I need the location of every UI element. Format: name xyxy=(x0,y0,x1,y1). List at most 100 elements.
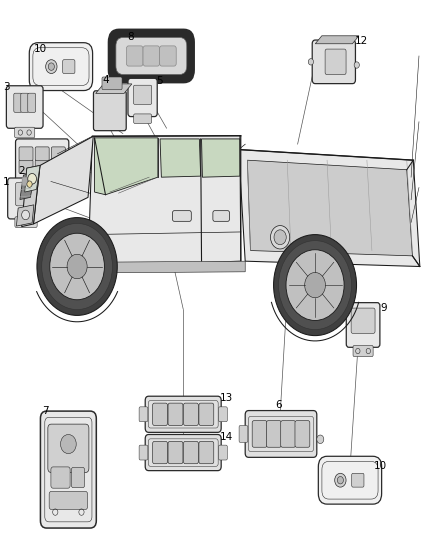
FancyBboxPatch shape xyxy=(351,308,375,333)
FancyBboxPatch shape xyxy=(93,91,126,131)
Circle shape xyxy=(42,223,113,310)
FancyBboxPatch shape xyxy=(199,403,214,425)
Text: 4: 4 xyxy=(102,75,109,85)
Polygon shape xyxy=(201,139,240,177)
FancyBboxPatch shape xyxy=(15,183,41,206)
Text: 12: 12 xyxy=(354,36,367,46)
FancyBboxPatch shape xyxy=(139,407,148,422)
Circle shape xyxy=(60,434,76,454)
FancyBboxPatch shape xyxy=(252,421,267,447)
FancyBboxPatch shape xyxy=(71,467,85,488)
FancyBboxPatch shape xyxy=(159,46,176,66)
FancyBboxPatch shape xyxy=(7,86,43,128)
Circle shape xyxy=(274,235,357,336)
FancyBboxPatch shape xyxy=(134,85,152,104)
FancyBboxPatch shape xyxy=(15,217,37,228)
Polygon shape xyxy=(239,150,420,266)
FancyBboxPatch shape xyxy=(19,147,33,161)
Circle shape xyxy=(28,173,36,184)
FancyBboxPatch shape xyxy=(184,441,198,464)
Polygon shape xyxy=(33,136,93,224)
Circle shape xyxy=(354,62,359,68)
FancyBboxPatch shape xyxy=(109,29,194,83)
Polygon shape xyxy=(95,84,132,93)
FancyBboxPatch shape xyxy=(152,403,167,425)
Circle shape xyxy=(286,250,344,320)
FancyBboxPatch shape xyxy=(312,40,356,84)
Circle shape xyxy=(50,233,104,300)
Text: 10: 10 xyxy=(374,461,387,471)
Circle shape xyxy=(317,435,324,443)
Circle shape xyxy=(337,477,343,484)
FancyBboxPatch shape xyxy=(128,78,157,117)
Circle shape xyxy=(37,217,117,316)
Text: 9: 9 xyxy=(381,303,387,313)
FancyBboxPatch shape xyxy=(145,434,221,471)
FancyBboxPatch shape xyxy=(295,421,310,447)
Circle shape xyxy=(335,473,346,487)
Polygon shape xyxy=(88,136,241,266)
FancyBboxPatch shape xyxy=(168,441,183,464)
FancyBboxPatch shape xyxy=(21,93,28,112)
Circle shape xyxy=(308,59,314,65)
FancyBboxPatch shape xyxy=(40,411,96,528)
FancyBboxPatch shape xyxy=(352,473,364,487)
FancyBboxPatch shape xyxy=(168,403,183,425)
FancyBboxPatch shape xyxy=(152,441,167,464)
Circle shape xyxy=(21,210,29,220)
FancyBboxPatch shape xyxy=(102,77,122,90)
Polygon shape xyxy=(16,205,34,226)
Text: 8: 8 xyxy=(127,32,134,42)
FancyBboxPatch shape xyxy=(184,403,198,425)
FancyBboxPatch shape xyxy=(8,178,44,219)
FancyBboxPatch shape xyxy=(134,114,152,124)
Polygon shape xyxy=(247,160,413,256)
Polygon shape xyxy=(95,138,158,195)
Circle shape xyxy=(274,230,286,245)
FancyBboxPatch shape xyxy=(245,410,317,457)
FancyBboxPatch shape xyxy=(29,43,92,91)
Text: 10: 10 xyxy=(34,44,47,54)
Polygon shape xyxy=(315,36,359,44)
FancyBboxPatch shape xyxy=(143,46,159,66)
FancyBboxPatch shape xyxy=(281,421,296,447)
FancyBboxPatch shape xyxy=(325,49,346,75)
FancyBboxPatch shape xyxy=(346,303,380,348)
FancyBboxPatch shape xyxy=(127,46,143,66)
FancyBboxPatch shape xyxy=(219,445,227,460)
FancyBboxPatch shape xyxy=(48,424,89,472)
Circle shape xyxy=(67,254,87,279)
Polygon shape xyxy=(160,139,201,177)
FancyBboxPatch shape xyxy=(14,93,21,112)
Polygon shape xyxy=(25,165,40,192)
FancyBboxPatch shape xyxy=(139,445,148,460)
Circle shape xyxy=(305,272,325,298)
FancyBboxPatch shape xyxy=(266,421,281,447)
Text: 7: 7 xyxy=(42,407,49,416)
Polygon shape xyxy=(88,261,245,273)
Text: 14: 14 xyxy=(220,432,233,442)
FancyBboxPatch shape xyxy=(19,160,33,173)
FancyBboxPatch shape xyxy=(116,37,187,75)
Text: 6: 6 xyxy=(275,400,282,410)
Text: 1: 1 xyxy=(3,177,9,187)
FancyBboxPatch shape xyxy=(35,147,49,161)
Polygon shape xyxy=(20,173,35,199)
Circle shape xyxy=(48,63,54,70)
Polygon shape xyxy=(21,165,40,227)
FancyBboxPatch shape xyxy=(22,177,32,185)
FancyBboxPatch shape xyxy=(63,60,75,74)
FancyBboxPatch shape xyxy=(51,467,70,488)
FancyBboxPatch shape xyxy=(353,345,373,357)
FancyBboxPatch shape xyxy=(219,407,227,422)
FancyBboxPatch shape xyxy=(239,425,248,442)
FancyBboxPatch shape xyxy=(199,441,214,464)
Text: 13: 13 xyxy=(220,393,233,403)
Text: 2: 2 xyxy=(18,166,25,176)
FancyBboxPatch shape xyxy=(28,93,35,112)
Circle shape xyxy=(279,241,352,329)
FancyBboxPatch shape xyxy=(15,139,69,181)
FancyBboxPatch shape xyxy=(318,456,381,504)
FancyBboxPatch shape xyxy=(35,160,49,173)
FancyBboxPatch shape xyxy=(213,211,230,221)
